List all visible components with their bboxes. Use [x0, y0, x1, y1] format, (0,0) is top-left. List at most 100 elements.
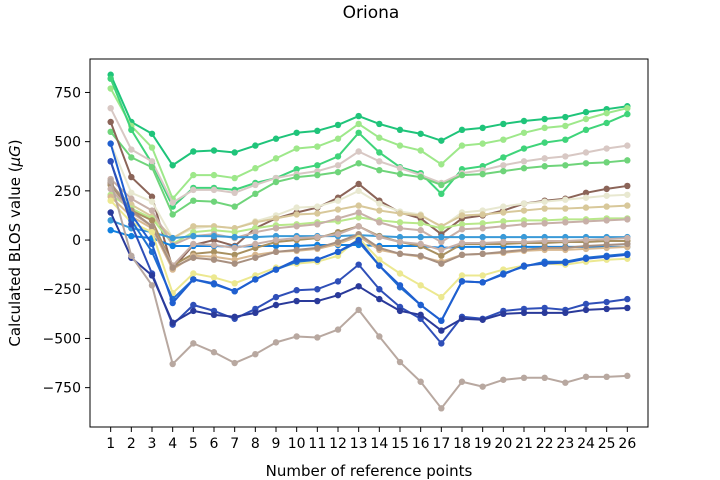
- series-line: [109, 196, 628, 271]
- y-tick-label: 0: [72, 233, 81, 249]
- data-point: [438, 317, 445, 324]
- data-point: [438, 190, 445, 198]
- data-point: [624, 142, 631, 149]
- data-point: [355, 129, 362, 136]
- data-point: [376, 233, 383, 241]
- x-tick-label: 19: [474, 436, 492, 452]
- data-point: [541, 115, 548, 123]
- data-point: [479, 239, 486, 247]
- data-point: [231, 359, 238, 367]
- data-point: [396, 165, 404, 172]
- x-tick-label: 12: [329, 436, 347, 452]
- data-point: [396, 225, 404, 232]
- data-point: [314, 162, 321, 169]
- data-point: [210, 274, 218, 281]
- data-point: [603, 203, 610, 210]
- data-point: [252, 254, 259, 261]
- data-point: [376, 134, 383, 141]
- data-point: [355, 202, 362, 209]
- data-point: [562, 237, 569, 245]
- data-point: [148, 144, 156, 151]
- data-point: [541, 205, 548, 212]
- data-point: [293, 246, 300, 254]
- data-point: [190, 171, 197, 179]
- x-axis-label: Number of reference points: [266, 462, 473, 480]
- data-point: [603, 192, 610, 199]
- data-point: [210, 241, 218, 249]
- series-line: [109, 78, 628, 208]
- data-point: [376, 286, 383, 293]
- data-point: [500, 223, 507, 230]
- data-point: [107, 104, 114, 112]
- data-point: [293, 173, 300, 181]
- series-line: [110, 193, 628, 245]
- data-point: [582, 115, 590, 123]
- data-point: [562, 196, 569, 203]
- data-point: [458, 126, 466, 134]
- data-point: [417, 282, 424, 289]
- data-point: [458, 239, 466, 247]
- data-point: [314, 203, 321, 210]
- data-point: [355, 187, 362, 195]
- data-point: [624, 216, 631, 223]
- data-point: [376, 120, 383, 128]
- data-point: [334, 197, 342, 204]
- data-point: [624, 157, 631, 164]
- series-line: [110, 219, 628, 240]
- data-point: [500, 376, 507, 383]
- data-point: [314, 221, 321, 228]
- data-point: [355, 148, 362, 155]
- data-point: [624, 251, 631, 259]
- data-point: [520, 246, 528, 254]
- data-point: [541, 374, 548, 382]
- data-point: [562, 244, 569, 252]
- series-line: [109, 88, 628, 200]
- data-point: [396, 238, 404, 246]
- data-point: [169, 162, 176, 169]
- data-point: [500, 167, 507, 175]
- x-tick-label: 4: [168, 436, 177, 452]
- data-point: [438, 340, 445, 347]
- x-tick-label: 21: [515, 436, 533, 452]
- y-tick-label: −750: [43, 381, 81, 397]
- series-line: [110, 229, 628, 249]
- data-point: [376, 149, 383, 156]
- data-point: [603, 305, 610, 313]
- series-5: [107, 128, 631, 218]
- data-point: [148, 228, 156, 236]
- data-point: [582, 189, 590, 197]
- data-point: [231, 233, 238, 241]
- data-point: [210, 248, 218, 256]
- data-point: [355, 223, 362, 230]
- data-point: [396, 270, 404, 277]
- data-point: [355, 112, 362, 120]
- x-tick-label: 22: [536, 436, 554, 452]
- x-tick-label: 16: [412, 436, 430, 452]
- x-tick-label: 18: [453, 436, 471, 452]
- data-point: [417, 220, 424, 227]
- data-point: [479, 170, 486, 178]
- x-axis: 1 2 3 4 5 6 7 8 9 10 11 12 13 14 15 16 17 18 19 20 21 22 23 24 2…: [106, 427, 636, 452]
- data-point: [500, 238, 507, 246]
- data-point: [417, 173, 424, 181]
- data-point: [500, 209, 507, 216]
- data-point: [293, 287, 300, 294]
- data-point: [376, 219, 383, 226]
- data-point: [417, 233, 424, 241]
- data-point: [252, 276, 259, 283]
- chart-title: Oriona: [343, 3, 400, 23]
- data-point: [458, 315, 466, 322]
- data-point: [355, 261, 362, 268]
- data-point: [231, 149, 238, 156]
- data-point: [541, 260, 548, 267]
- data-point: [190, 197, 197, 204]
- data-point: [107, 85, 114, 92]
- data-point: [624, 110, 631, 118]
- data-point: [169, 299, 176, 307]
- data-point: [293, 145, 300, 152]
- data-point: [355, 214, 362, 221]
- data-point: [396, 210, 404, 217]
- data-point: [624, 182, 631, 190]
- y-axis: −750 −500 −250 0 250 500 750: [43, 85, 90, 397]
- data-point: [210, 186, 218, 194]
